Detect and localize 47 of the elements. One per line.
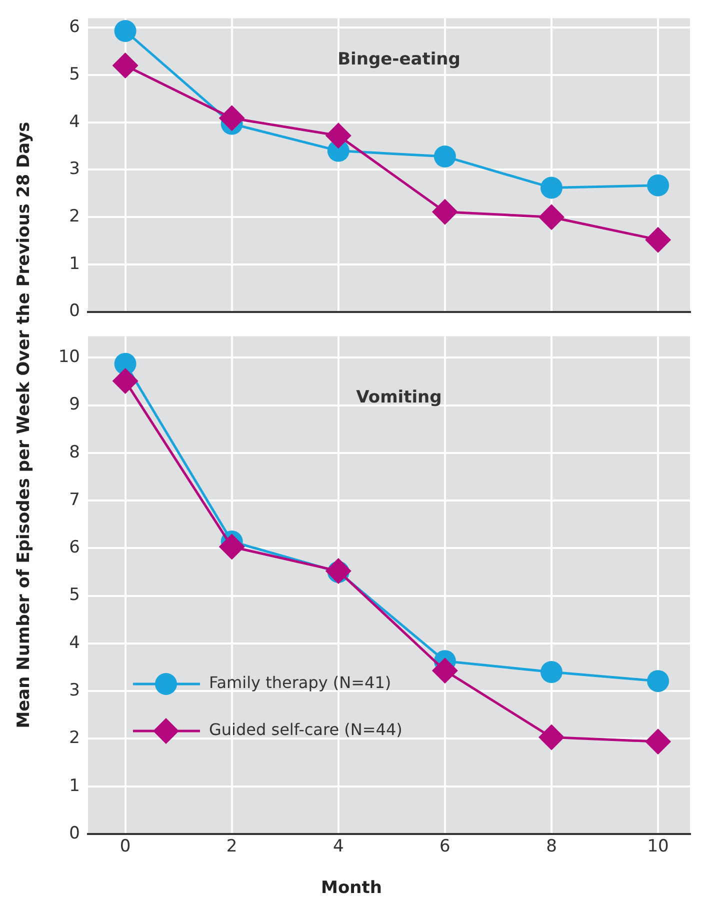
x-tick-label: 2 [226,836,238,857]
y-tick-label: 1 [69,254,80,274]
point [114,20,136,42]
y-axis-title: Mean Number of Episodes per Week Over the Previous 28 Days [14,122,34,728]
x-axis-title: Month [320,878,383,898]
y-tick-label: 0 [69,823,80,844]
y-tick-label: 2 [69,206,80,227]
point [434,145,456,168]
y-tick-label: 9 [69,394,80,415]
point [647,174,670,196]
y-tick-label: 3 [69,159,80,180]
point [432,658,458,684]
point [540,176,562,199]
point [538,724,564,750]
y-tick-label: 5 [69,64,80,84]
legend-label: Family therapy (N=41) [209,673,392,692]
point [540,661,562,684]
y-tick-label: 5 [69,585,80,606]
point [218,534,245,560]
point [112,368,138,394]
point [645,226,672,253]
point [647,670,670,692]
text: Binge-eating [338,50,460,70]
x-tick-label: 0 [120,836,131,857]
y-tick-label: 6 [69,17,80,38]
y-tick-label: 4 [69,632,80,653]
y-tick-label: 2 [69,728,80,748]
x-tick-label: 6 [440,836,450,857]
point [112,52,138,79]
point [325,122,352,149]
point [218,105,245,132]
point [432,198,458,225]
x-tick-label: 10 [647,836,669,857]
y-tick-label: 10 [58,347,80,368]
x-tick-label: 4 [332,836,344,857]
legend-label: Guided self-care (N=44) [209,720,402,740]
point [645,728,672,755]
y-tick-label: 1 [69,776,80,796]
y-tick-label: 0 [69,301,80,322]
y-tick-label: 7 [69,490,80,510]
y-tick-label: 3 [69,680,80,701]
point [538,204,564,230]
y-tick-label: 6 [69,538,80,558]
y-tick-label: 8 [69,442,80,462]
x-tick-label: 8 [546,836,557,857]
y-tick-label: 4 [69,112,80,132]
text: Vomiting [356,388,442,408]
